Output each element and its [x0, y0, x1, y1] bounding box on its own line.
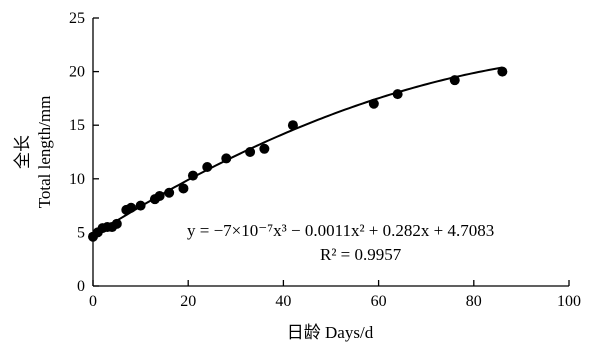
y-tick-label: 15	[69, 117, 85, 134]
data-point	[111, 218, 122, 229]
data-point	[164, 187, 175, 198]
data-point	[287, 120, 298, 131]
data-point	[497, 66, 508, 77]
data-point	[221, 153, 232, 164]
y-axis-title-group: 全长	[13, 135, 32, 169]
data-point	[368, 98, 379, 109]
data-point	[259, 143, 270, 154]
x-tick-label: 20	[180, 293, 196, 310]
data-points	[88, 66, 508, 242]
ticks	[92, 17, 570, 287]
y-axis-title-cn: 全长	[13, 135, 32, 169]
tick-labels: 0 20 40 60 80 100 0 5 10 15 20 25	[69, 10, 581, 310]
r-squared-label: R² = 0.9957	[320, 245, 402, 264]
y-tick-label: 20	[69, 64, 85, 81]
data-point	[135, 200, 146, 211]
data-point	[178, 183, 189, 194]
data-point	[245, 147, 256, 157]
y-tick-label: 10	[69, 171, 85, 188]
x-tick-label: 80	[466, 293, 482, 310]
y-axis-title-en: Total length/mm	[35, 96, 54, 209]
x-tick-label: 0	[89, 293, 97, 310]
data-point	[449, 75, 460, 86]
x-tick-label: 60	[371, 293, 387, 310]
data-point	[154, 190, 165, 201]
y-tick-label: 5	[77, 224, 85, 241]
fit-curve	[92, 66, 503, 237]
data-point	[187, 170, 198, 181]
fit-equation: y = −7×10⁻⁷x³ − 0.0011x² + 0.282x + 4.70…	[187, 221, 494, 240]
x-tick-label: 40	[275, 293, 291, 310]
x-axis-title: 日龄 Days/d	[287, 323, 374, 342]
y-axis-title-group-2: Total length/mm	[35, 96, 54, 209]
data-point	[126, 202, 137, 213]
y-tick-label: 25	[69, 10, 85, 27]
data-point	[392, 89, 403, 100]
y-tick-label: 0	[77, 278, 85, 295]
x-tick-label: 100	[557, 293, 581, 310]
data-point	[202, 162, 213, 173]
